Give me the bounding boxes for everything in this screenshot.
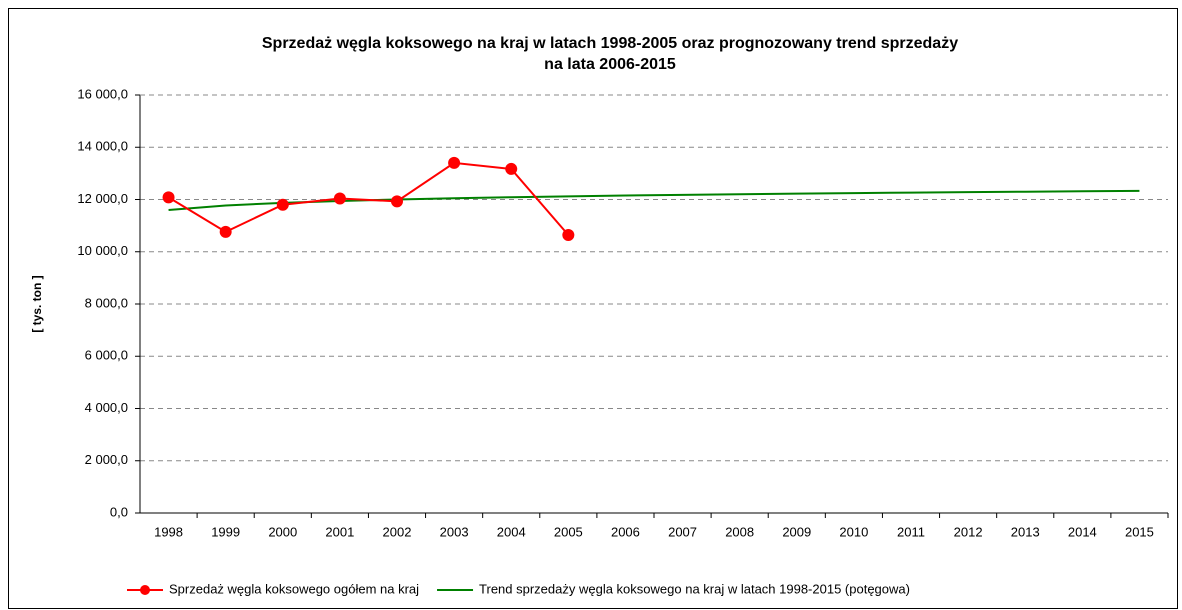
x-tick-label: 2007 xyxy=(668,524,697,539)
x-tick-label: 2009 xyxy=(782,524,811,539)
legend-marker xyxy=(140,585,150,595)
x-tick-label: 2002 xyxy=(383,524,412,539)
x-tick-label: 2005 xyxy=(554,524,583,539)
y-tick-label: 0,0 xyxy=(110,504,128,519)
x-tick-label: 2012 xyxy=(954,524,983,539)
y-tick-label: 16 000,0 xyxy=(77,86,128,101)
chart-frame xyxy=(8,8,1178,609)
y-tick-label: 14 000,0 xyxy=(77,139,128,154)
x-tick-label: 2013 xyxy=(1011,524,1040,539)
series-line xyxy=(168,161,570,236)
y-tick-label: 6 000,0 xyxy=(85,348,128,363)
y-tick-label: 10 000,0 xyxy=(77,243,128,258)
data-point xyxy=(562,229,575,242)
x-tick-label: 2006 xyxy=(611,524,640,539)
x-tick-label: 2015 xyxy=(1125,524,1154,539)
y-tick-label: 2 000,0 xyxy=(85,452,128,467)
legend-label: Sprzedaż węgla koksowego ogółem na kraj xyxy=(169,581,419,596)
x-tick-label: 1999 xyxy=(211,524,240,539)
legend-label: Trend sprzedaży węgla koksowego na kraj … xyxy=(479,581,910,596)
y-tick-label: 8 000,0 xyxy=(85,295,128,310)
y-tick-label: 12 000,0 xyxy=(77,191,128,206)
data-point xyxy=(391,195,403,208)
x-tick-label: 2004 xyxy=(497,524,526,539)
chart-title: Sprzedaż węgla koksowego na kraj w latac… xyxy=(262,35,958,52)
x-tick-label: 2001 xyxy=(325,524,354,539)
data-point xyxy=(505,162,518,175)
y-axis-label: [ tys. ton ] xyxy=(30,275,44,332)
x-tick-label: 1998 xyxy=(154,524,183,539)
x-tick-label: 2003 xyxy=(440,524,469,539)
data-point xyxy=(219,225,232,238)
x-tick-label: 2011 xyxy=(897,524,925,539)
x-tick-label: 2008 xyxy=(725,524,754,539)
x-tick-label: 2000 xyxy=(268,524,297,539)
data-point xyxy=(162,191,175,204)
x-tick-label: 2010 xyxy=(839,524,868,539)
x-tick-label: 2014 xyxy=(1068,524,1097,539)
data-point xyxy=(276,198,289,211)
y-tick-label: 4 000,0 xyxy=(85,400,128,415)
series-line xyxy=(168,189,1140,211)
chart-title: na lata 2006-2015 xyxy=(544,56,676,73)
data-point xyxy=(333,192,346,205)
data-point xyxy=(448,156,461,169)
